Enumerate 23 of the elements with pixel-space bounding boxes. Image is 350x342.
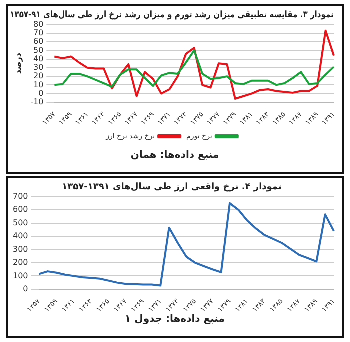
text: منبع داده‌ها: همان [130,150,220,161]
y-tick-label: -10 [30,98,44,107]
y-tick-label: 50 [33,46,44,55]
chart-title: نمودار ۳. مقایسه تطبیقی میزان رشد تورم و میزان رشد نرخ ارز طی سال‌های ۹۱-۱۳۵۷ [10,9,334,21]
y-tick-label: 700 [12,192,28,201]
y-tick-label: 10 [33,80,44,90]
y-tick-label: 0 [23,284,28,294]
text: منبع داده‌ها: جدول ۱ [124,314,226,325]
y-tick-label: 60 [33,37,44,46]
y-tick-label: 80 [33,20,44,29]
y-tick-label: 20 [33,72,44,81]
y-tick-label: 100 [12,271,28,280]
y-tick-label: 500 [12,218,28,228]
y-tick-label: 70 [33,28,44,38]
y-axis-title: درصد [14,53,23,74]
y-tick-label: 30 [33,63,44,72]
y-tick-label: 40 [33,54,44,64]
y-tick-label: 600 [12,205,28,214]
y-tick-label: 0 [38,88,44,98]
y-tick-label: 400 [12,232,28,241]
y-tick-label: 200 [12,258,28,268]
chart-title: نمودار ۴. نرخ واقعی ارز طی سال‌های ۱۳۹۱-۱۳۵۷ [62,182,282,193]
y-tick-label: 300 [12,244,28,254]
